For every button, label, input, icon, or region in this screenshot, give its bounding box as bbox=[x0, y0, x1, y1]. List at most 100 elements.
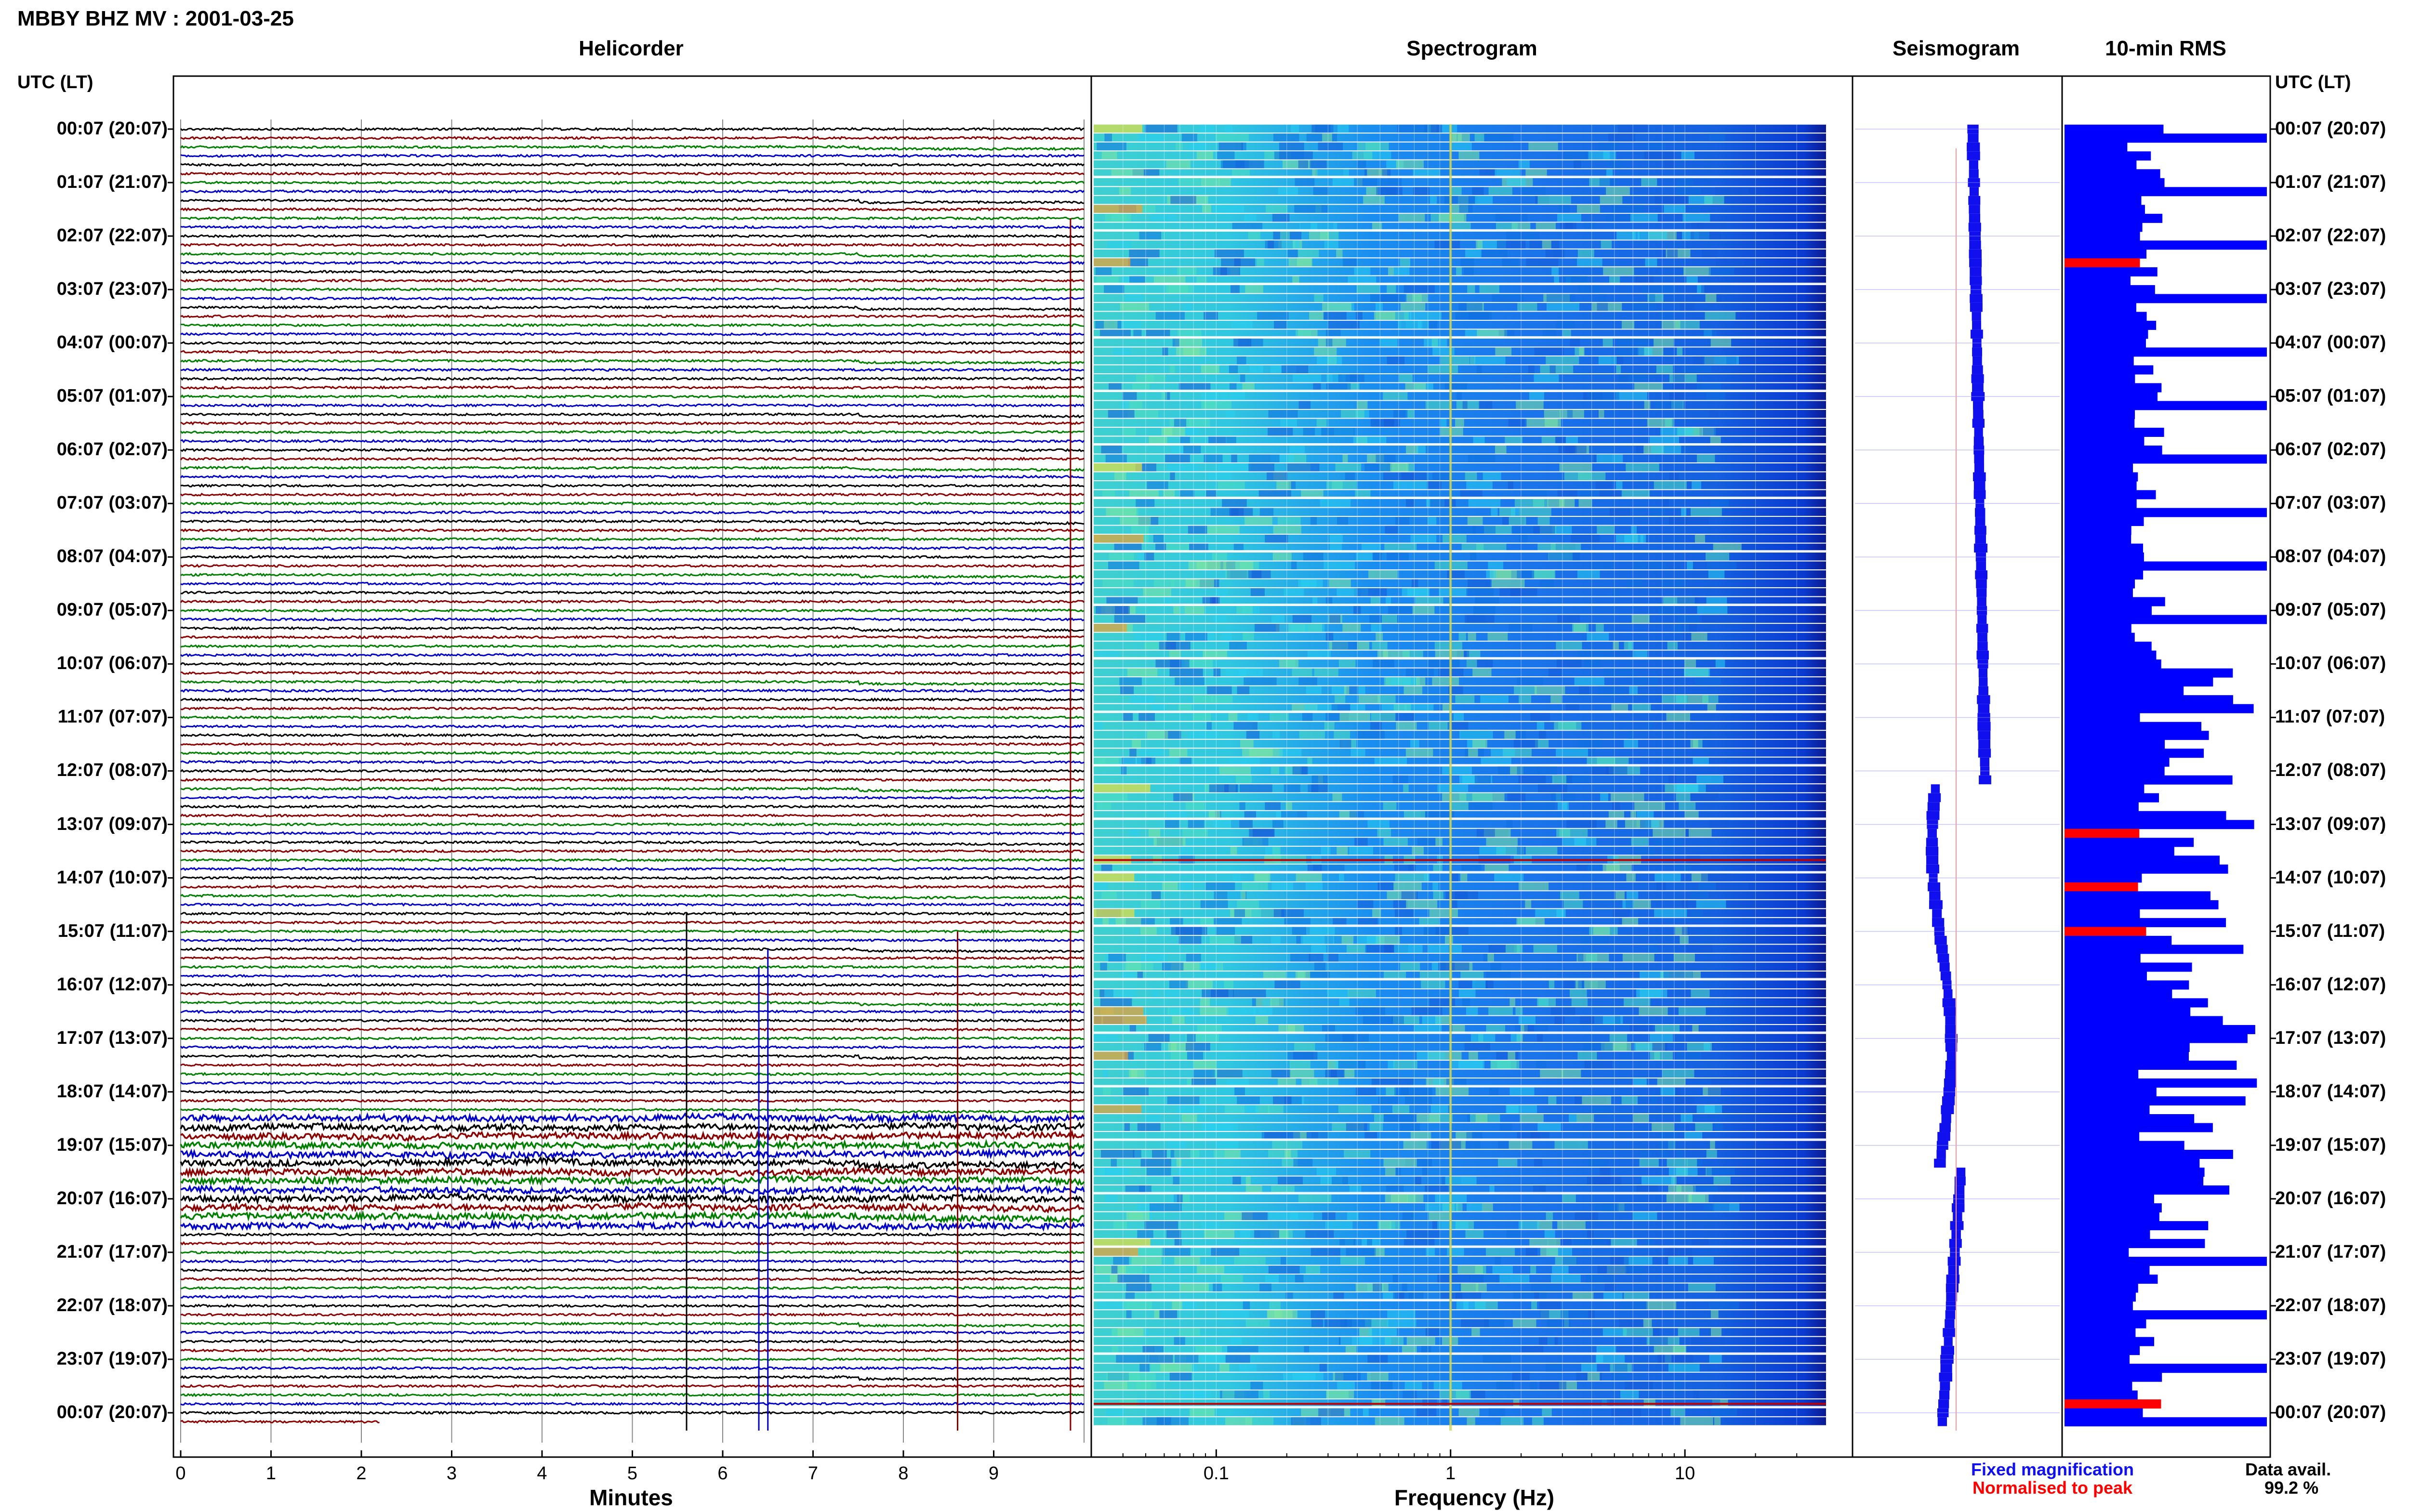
spectrogram-row bbox=[1094, 1417, 1826, 1425]
seismogram-bar bbox=[1970, 294, 1983, 303]
spectrogram-gap bbox=[1094, 229, 1826, 231]
seismogram-bar bbox=[1939, 1390, 1950, 1400]
rms-bar bbox=[2065, 900, 2219, 909]
spectrogram-speckle bbox=[1292, 276, 1299, 284]
seismogram-bar bbox=[1969, 258, 1982, 267]
spectrogram-speckle bbox=[1164, 731, 1181, 739]
spectrogram-speckle bbox=[1244, 677, 1277, 685]
spectrogram-speckle bbox=[1095, 267, 1112, 276]
minute-tick-label: 6 bbox=[717, 1463, 728, 1484]
spectrogram-speckle bbox=[1458, 989, 1476, 998]
helicorder-trace bbox=[180, 1357, 1085, 1362]
helicorder-trace bbox=[180, 242, 1085, 247]
rms-bar bbox=[2065, 436, 2144, 446]
rms-bar bbox=[2065, 392, 2158, 401]
spectrogram-speckle bbox=[1136, 1381, 1156, 1390]
spectrogram-speckle bbox=[1342, 454, 1348, 463]
spectrogram-speckle bbox=[1491, 508, 1498, 516]
helicorder-trace bbox=[180, 679, 1084, 686]
helicorder-xlabel: Minutes bbox=[589, 1485, 673, 1510]
seismogram-bar bbox=[1974, 427, 1983, 437]
spectrogram-speckle bbox=[1556, 642, 1582, 650]
spectrogram-speckle bbox=[1587, 1372, 1600, 1381]
spectrogram-speckle bbox=[1634, 802, 1665, 810]
spectrogram-speckle bbox=[1274, 320, 1287, 329]
seismogram-bar bbox=[1939, 962, 1950, 972]
rms-bar bbox=[2065, 945, 2244, 954]
spectrogram-speckle bbox=[1663, 971, 1693, 980]
helicorder-trace bbox=[180, 323, 1085, 328]
seismogram-bar bbox=[1954, 1185, 1965, 1195]
spectrogram-speckle bbox=[1444, 196, 1478, 204]
spectrogram-speckle bbox=[1492, 294, 1524, 302]
rms-bar bbox=[2065, 579, 2135, 589]
spectrogram-speckle bbox=[1577, 570, 1600, 579]
spectrogram-speckle bbox=[1548, 1096, 1557, 1104]
spectrogram-speckle bbox=[1242, 1212, 1269, 1221]
spectrogram-speckle bbox=[1189, 142, 1208, 151]
spectrogram-speckle bbox=[1646, 1301, 1677, 1310]
helicorder-trace bbox=[180, 554, 1085, 559]
spectrogram-speckle bbox=[1287, 1052, 1314, 1060]
spectrogram-speckle bbox=[1525, 1248, 1537, 1256]
spectrogram-speckle bbox=[1628, 731, 1635, 739]
spectrogram-speckle bbox=[1240, 739, 1254, 748]
spectrogram-speckle bbox=[1178, 1328, 1200, 1336]
rms-bar bbox=[2065, 953, 2141, 963]
spectrogram-speckle bbox=[1513, 739, 1538, 748]
spectrogram-speckle bbox=[1268, 427, 1293, 436]
spectrogram-speckle bbox=[1322, 1212, 1336, 1221]
rms-bar bbox=[2065, 1301, 2133, 1311]
spectrogram-speckle bbox=[1517, 846, 1523, 855]
spectrogram-speckle bbox=[1676, 793, 1691, 802]
spectrogram-speckle bbox=[1403, 1239, 1435, 1247]
spectrogram-speckle bbox=[1326, 329, 1341, 338]
spectrogram-speckle bbox=[1681, 927, 1690, 935]
rms-bar bbox=[2065, 1417, 2267, 1427]
spectrogram-speckle bbox=[1495, 213, 1521, 222]
spectrogram-speckle bbox=[1356, 552, 1373, 561]
spectrogram-speckle bbox=[1231, 285, 1240, 293]
spectrogram-speckle bbox=[1193, 1060, 1217, 1069]
seismogram-bar bbox=[1946, 1052, 1956, 1061]
spectrogram-speckle bbox=[1170, 918, 1183, 926]
rms-bar bbox=[2065, 124, 2164, 134]
helicorder-trace bbox=[180, 456, 1085, 461]
spectrogram-speckle bbox=[1106, 1408, 1125, 1417]
spectrogram-speckle bbox=[1364, 463, 1392, 472]
rms-bar bbox=[2065, 1132, 2140, 1142]
helicorder-trace bbox=[180, 849, 1085, 854]
spectrogram-speckle bbox=[1479, 169, 1497, 177]
spectrogram-speckle bbox=[1451, 873, 1459, 881]
spectrogram-speckle bbox=[1269, 1301, 1281, 1310]
rms-bar bbox=[2065, 1221, 2209, 1231]
spectrogram-speckle bbox=[1668, 1364, 1700, 1372]
helicorder-trace bbox=[180, 474, 1085, 479]
spectrogram-speckle bbox=[1242, 838, 1269, 846]
spectrogram-speckle bbox=[1376, 454, 1396, 463]
spectrogram-speckle bbox=[1654, 338, 1674, 347]
spectrogram-speckle bbox=[1117, 1275, 1150, 1283]
spectrogram-speckle bbox=[1650, 1052, 1673, 1060]
spectrogram-speckle bbox=[1102, 579, 1134, 588]
spectrogram-speckle bbox=[1658, 606, 1680, 614]
spectrogram-speckle bbox=[1654, 481, 1687, 489]
spectrogram-speckle bbox=[1189, 1408, 1211, 1417]
spectrogram-speckle bbox=[1685, 517, 1709, 525]
spectrogram-hotspot bbox=[1094, 535, 1144, 543]
spectrogram-speckle bbox=[1111, 169, 1144, 177]
spectrogram-speckle bbox=[1389, 1221, 1401, 1229]
spectrogram-speckle bbox=[1220, 392, 1228, 400]
spectrogram-speckle bbox=[1412, 846, 1424, 855]
spectrogram-speckle bbox=[1169, 980, 1188, 988]
spectrogram-speckle bbox=[1588, 1310, 1595, 1318]
spectrogram-speckle bbox=[1474, 356, 1506, 365]
spectrogram-speckle bbox=[1343, 258, 1357, 266]
spectrogram-speckle bbox=[1163, 490, 1175, 499]
spectrogram-speckle bbox=[1448, 526, 1476, 534]
rms-bar bbox=[2065, 704, 2254, 713]
rms-bar-peak bbox=[2065, 1399, 2161, 1409]
legend-normalised: Normalised to peak bbox=[1972, 1478, 2133, 1498]
spectrogram-speckle bbox=[1293, 1158, 1313, 1167]
spectrogram-speckle bbox=[1094, 1034, 1119, 1042]
